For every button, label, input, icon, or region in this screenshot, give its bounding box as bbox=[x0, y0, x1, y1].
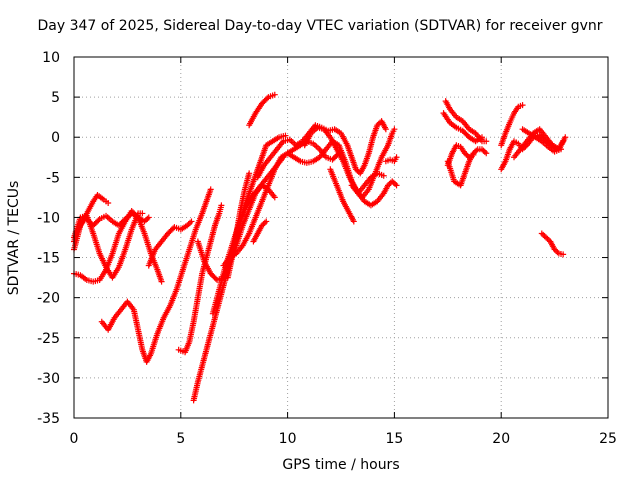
data-series bbox=[327, 166, 357, 225]
data-point-marker bbox=[282, 132, 289, 139]
data-series bbox=[71, 210, 152, 245]
data-point-marker bbox=[393, 182, 400, 189]
data-point-marker bbox=[519, 102, 526, 109]
data-point-marker bbox=[105, 200, 112, 207]
data-point-marker bbox=[393, 154, 400, 161]
y-axis-label: SDTVAR / TECUs bbox=[6, 180, 22, 296]
data-point-marker bbox=[264, 95, 271, 102]
data-point-marker bbox=[382, 126, 389, 133]
y-tick-label: -10 bbox=[37, 210, 60, 226]
plot-frame bbox=[73, 56, 609, 419]
y-tick-label: -25 bbox=[37, 331, 60, 347]
data-series bbox=[519, 126, 565, 155]
data-point-marker bbox=[470, 151, 477, 158]
data-point-marker bbox=[558, 146, 565, 153]
data-point-marker bbox=[139, 210, 146, 217]
x-tick-label: 0 bbox=[70, 431, 79, 447]
axis-ticks: 0 5 10 15 20 25 -35 -30 -25 -20 -15 -10 -5 0 5 10 bbox=[37, 50, 617, 447]
data-point-marker bbox=[350, 218, 357, 225]
data-point-marker bbox=[263, 218, 270, 225]
data-point-marker bbox=[120, 217, 127, 224]
x-tick-label: 25 bbox=[599, 431, 617, 447]
x-axis-label: GPS time / hours bbox=[282, 457, 400, 473]
x-tick-label: 10 bbox=[279, 431, 297, 447]
data-points bbox=[71, 91, 569, 404]
data-series bbox=[250, 218, 270, 245]
y-tick-label: 5 bbox=[51, 90, 60, 106]
data-point-marker bbox=[207, 186, 214, 193]
y-tick-label: 0 bbox=[51, 130, 60, 146]
data-series bbox=[220, 138, 342, 269]
chart-title: Day 347 of 2025, Sidereal Day-to-day VTE… bbox=[37, 18, 603, 34]
data-series bbox=[382, 154, 400, 165]
data-series bbox=[442, 98, 490, 145]
data-series bbox=[348, 178, 400, 209]
data-point-marker bbox=[483, 150, 490, 157]
data-series bbox=[538, 230, 567, 258]
y-tick-label: -20 bbox=[37, 291, 60, 307]
grid-lines bbox=[74, 57, 608, 418]
data-point-marker bbox=[560, 251, 567, 258]
data-series bbox=[145, 218, 195, 269]
data-series bbox=[175, 202, 225, 356]
data-point-marker bbox=[158, 278, 165, 285]
y-tick-label: -30 bbox=[37, 371, 60, 387]
y-tick-label: -5 bbox=[46, 170, 60, 186]
x-tick-label: 15 bbox=[385, 431, 403, 447]
data-point-marker bbox=[391, 126, 398, 133]
x-tick-label: 20 bbox=[492, 431, 510, 447]
data-series bbox=[444, 142, 477, 169]
y-tick-label: 10 bbox=[42, 50, 60, 66]
y-tick-label: -15 bbox=[37, 251, 60, 267]
data-point-marker bbox=[483, 138, 490, 145]
data-series bbox=[498, 102, 526, 149]
data-point-marker bbox=[188, 218, 195, 225]
data-point-marker bbox=[95, 217, 102, 224]
x-tick-label: 5 bbox=[176, 431, 185, 447]
data-series bbox=[224, 170, 253, 281]
data-series bbox=[301, 124, 398, 201]
data-series bbox=[246, 91, 278, 129]
y-tick-label: -35 bbox=[37, 411, 60, 427]
data-point-marker bbox=[218, 202, 225, 209]
data-point-marker bbox=[145, 214, 152, 221]
data-series bbox=[98, 186, 214, 365]
data-point-marker bbox=[380, 172, 387, 179]
data-point-marker bbox=[246, 170, 253, 177]
data-point-marker bbox=[271, 91, 278, 98]
data-point-marker bbox=[271, 194, 278, 201]
data-point-marker bbox=[562, 134, 569, 141]
